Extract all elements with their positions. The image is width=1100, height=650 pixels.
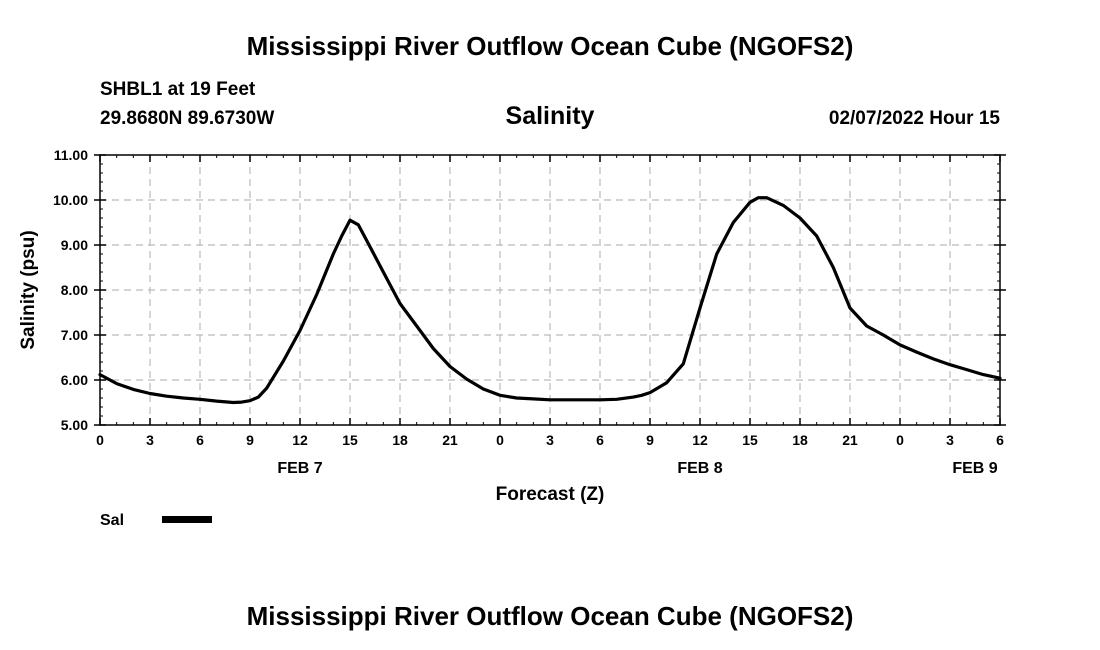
x-tick-label: 21 bbox=[442, 432, 458, 448]
x-tick-label: 18 bbox=[792, 432, 808, 448]
y-tick-label: 9.00 bbox=[61, 237, 88, 253]
legend-line-swatch bbox=[162, 516, 212, 523]
day-labels: FEB 7 FEB 8 FEB 9 bbox=[277, 460, 997, 477]
location-label: 29.8680N 89.6730W bbox=[100, 108, 274, 129]
x-tick-label: 0 bbox=[96, 432, 104, 448]
y-tick-label: 5.00 bbox=[61, 417, 88, 433]
y-tick-labels: 5.00 6.00 7.00 8.00 9.00 10.00 11.00 bbox=[53, 147, 88, 433]
x-tick-label: 6 bbox=[196, 432, 204, 448]
day-label: FEB 9 bbox=[952, 460, 997, 477]
grid bbox=[100, 155, 1000, 425]
x-tick-label: 9 bbox=[246, 432, 254, 448]
x-tick-label: 12 bbox=[292, 432, 308, 448]
x-tick-label: 6 bbox=[596, 432, 604, 448]
x-tick-label: 3 bbox=[146, 432, 154, 448]
day-label: FEB 7 bbox=[277, 460, 322, 477]
x-tick-label: 15 bbox=[742, 432, 758, 448]
y-tick-label: 6.00 bbox=[61, 372, 88, 388]
y-tick-label: 8.00 bbox=[61, 282, 88, 298]
legend-label: Sal bbox=[100, 512, 124, 529]
x-tick-label: 6 bbox=[996, 432, 1004, 448]
x-tick-label: 12 bbox=[692, 432, 708, 448]
x-tick-label: 0 bbox=[496, 432, 504, 448]
datetime-label: 02/07/2022 Hour 15 bbox=[829, 108, 1001, 129]
x-tick-label: 3 bbox=[546, 432, 554, 448]
plot-frame bbox=[99, 154, 1001, 426]
station-label: SHBL1 at 19 Feet bbox=[100, 79, 256, 100]
day-label: FEB 8 bbox=[677, 460, 722, 477]
x-tick-label: 3 bbox=[946, 432, 954, 448]
x-tick-label: 9 bbox=[646, 432, 654, 448]
footer-title: Mississippi River Outflow Ocean Cube (NG… bbox=[247, 601, 854, 631]
y-tick-label: 7.00 bbox=[61, 327, 88, 343]
chart-title: Salinity bbox=[506, 102, 595, 130]
series-line-sal bbox=[98, 196, 1002, 405]
y-tick-label: 10.00 bbox=[53, 192, 88, 208]
y-axis-label: Salinity (psu) bbox=[18, 230, 39, 349]
x-tick-labels: 0 3 6 9 12 15 18 21 0 3 6 9 12 15 18 21 0 3 6 bbox=[96, 432, 1004, 448]
x-tick-label: 15 bbox=[342, 432, 358, 448]
x-tick-label: 21 bbox=[842, 432, 858, 448]
x-axis-label: Forecast (Z) bbox=[496, 484, 605, 505]
x-tick-label: 0 bbox=[896, 432, 904, 448]
page-title: Mississippi River Outflow Ocean Cube (NG… bbox=[247, 31, 854, 61]
x-tick-label: 18 bbox=[392, 432, 408, 448]
y-tick-label: 11.00 bbox=[54, 147, 88, 163]
